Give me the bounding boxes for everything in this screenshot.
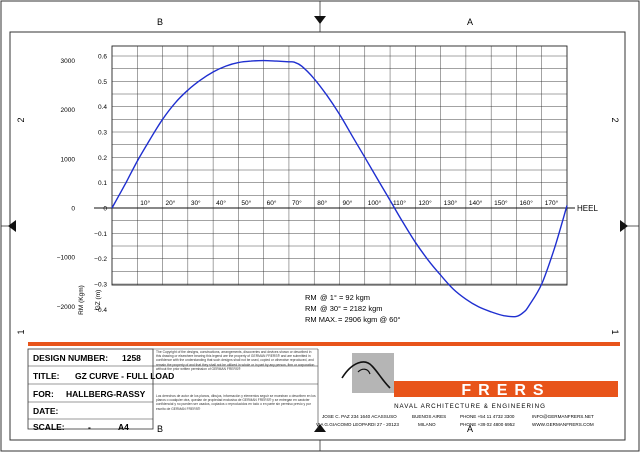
logo-tagline: NAVAL ARCHITECTURE & ENGINEERING [394,403,546,410]
rm-tick-label: −1000 [57,255,76,262]
x-tick-label: 80° [317,199,327,207]
copyright-spanish: Los derechos de autor de los planos, dib… [156,394,316,411]
x-tick-label: 150° [494,199,508,207]
annotation-label: RM [305,304,317,313]
contact-address-ba: JOSE C. PAZ 234 1640 ACASSUSO [322,414,397,419]
logo-brand-text: FRERS [461,382,550,399]
gz-tick-label: 0 [103,206,107,213]
gz-tick-label: 0.2 [98,155,107,162]
x-tick-label: 110° [393,199,406,207]
scale-value: - [88,422,91,432]
x-tick-label: 120° [418,199,432,207]
border-number-left-1: 1 [16,329,26,334]
border-letter-bottom-b: B [157,424,163,434]
annotation-value: = 2906 kgm @ 60° [338,315,401,324]
contact-address-milano: VIA G.GIACOMO LEOPARDI 27 - 20123 [316,422,399,427]
date-label: DATE: [33,406,59,416]
for-value: HALLBERG-RASSY [66,389,146,399]
title-label: TITLE: [33,371,60,381]
copyright-english: The Copyright of the designs, constructi… [156,350,315,371]
contact-phone-ba: PHONE +54 11 4732 3300 [460,414,515,419]
annotation-label: RM [305,293,317,302]
border-number-left-2: 2 [16,117,26,122]
gz-tick-label: 0.6 [98,54,107,61]
border-letter-top-b: B [157,17,163,27]
gz-tick-label: −0.2 [94,256,107,263]
gz-tick-label: 0.5 [98,79,107,86]
top-center-arrow-icon [314,16,326,24]
contact-city-ba: BUENOS AIRES [412,414,446,419]
contact-email: INFO@GERMANFRERS.NET [532,414,594,419]
contact-city-milano: MILANO [418,422,436,427]
sheet-size: A4 [118,422,129,432]
contact-website: WWW.GERMANFRERS.COM [532,422,594,427]
border-letter-bottom-a: A [467,424,473,434]
rm-axis-label: RM (Kgm) [78,285,85,315]
border-number-right-1: 1 [610,329,620,334]
x-tick-label: 100° [368,199,382,207]
x-tick-label: 70° [292,199,302,207]
logo-orange-band [394,381,618,397]
border-number-right-2: 2 [610,117,620,122]
left-center-arrow-icon [8,220,16,232]
design-number-label: DESIGN NUMBER: [33,353,108,363]
gz-tick-label: −0.1 [94,231,107,238]
border-letter-top-a: A [467,17,473,27]
x-tick-label: 30° [191,199,201,207]
x-axis-label: HEEL [577,204,598,213]
x-tick-label: 20° [166,199,176,207]
x-tick-label: 50° [241,199,251,207]
contact-info: JOSE C. PAZ 234 1640 ACASSUSO BUENOS AIR… [316,414,594,427]
rm-tick-label: 2000 [61,107,76,114]
x-tick-label: 40° [216,199,226,207]
gz-tick-label: 0.4 [98,104,107,111]
rm-tick-label: 3000 [61,58,76,65]
title-block: DESIGN NUMBER: 1258 TITLE: GZ CURVE - FU… [27,348,319,432]
title-block-divider [28,342,620,346]
gz-tick-label: −0.3 [94,282,107,289]
annotation-value: @ 30° = 2182 kgm [320,304,383,313]
x-tick-label: 140° [469,199,483,207]
title-value: GZ CURVE - FULL LOAD [75,371,174,381]
gz-tick-label: 0.1 [98,180,107,187]
rm-tick-label: 1000 [61,156,76,163]
x-tick-label: 130° [444,199,458,207]
logo-gray-block [352,353,394,393]
x-tick-label: 90° [343,199,353,207]
logo-signature-mark [341,361,391,389]
x-tick-label: 10° [140,199,150,207]
annotation-label: RM MAX. [305,315,337,324]
rm-tick-label: 0 [71,206,75,213]
rm-tick-label: −2000 [57,304,76,311]
x-tick-label: 60° [267,199,277,207]
for-label: FOR: [33,389,54,399]
bottom-center-arrow-icon [314,424,326,432]
gz-axis-label: GZ (m) [95,290,102,311]
gz-tick-label: 0.3 [98,130,107,137]
gz-tick-label: −0.4 [94,307,107,314]
frers-logo: FRERS NAVAL ARCHITECTURE & ENGINEERING [341,353,618,410]
x-tick-label: 160° [519,199,533,207]
scale-label: SCALE: [33,422,65,432]
design-number-value: 1258 [122,353,141,363]
right-center-arrow-icon [620,220,628,232]
inner-frame [9,31,626,441]
gz-curve-chart: HEEL 10° 20° 30° 40° 50° 60° 70° 80° 90° 100° 110° 1… [57,45,598,324]
x-tick-label: 170° [545,199,559,207]
annotation-value: @ 1° = 92 kgm [320,293,370,302]
gz-curve-series-0 [111,59,568,318]
contact-phone-milano: PHONE +39 02 4800 6952 [460,422,515,427]
